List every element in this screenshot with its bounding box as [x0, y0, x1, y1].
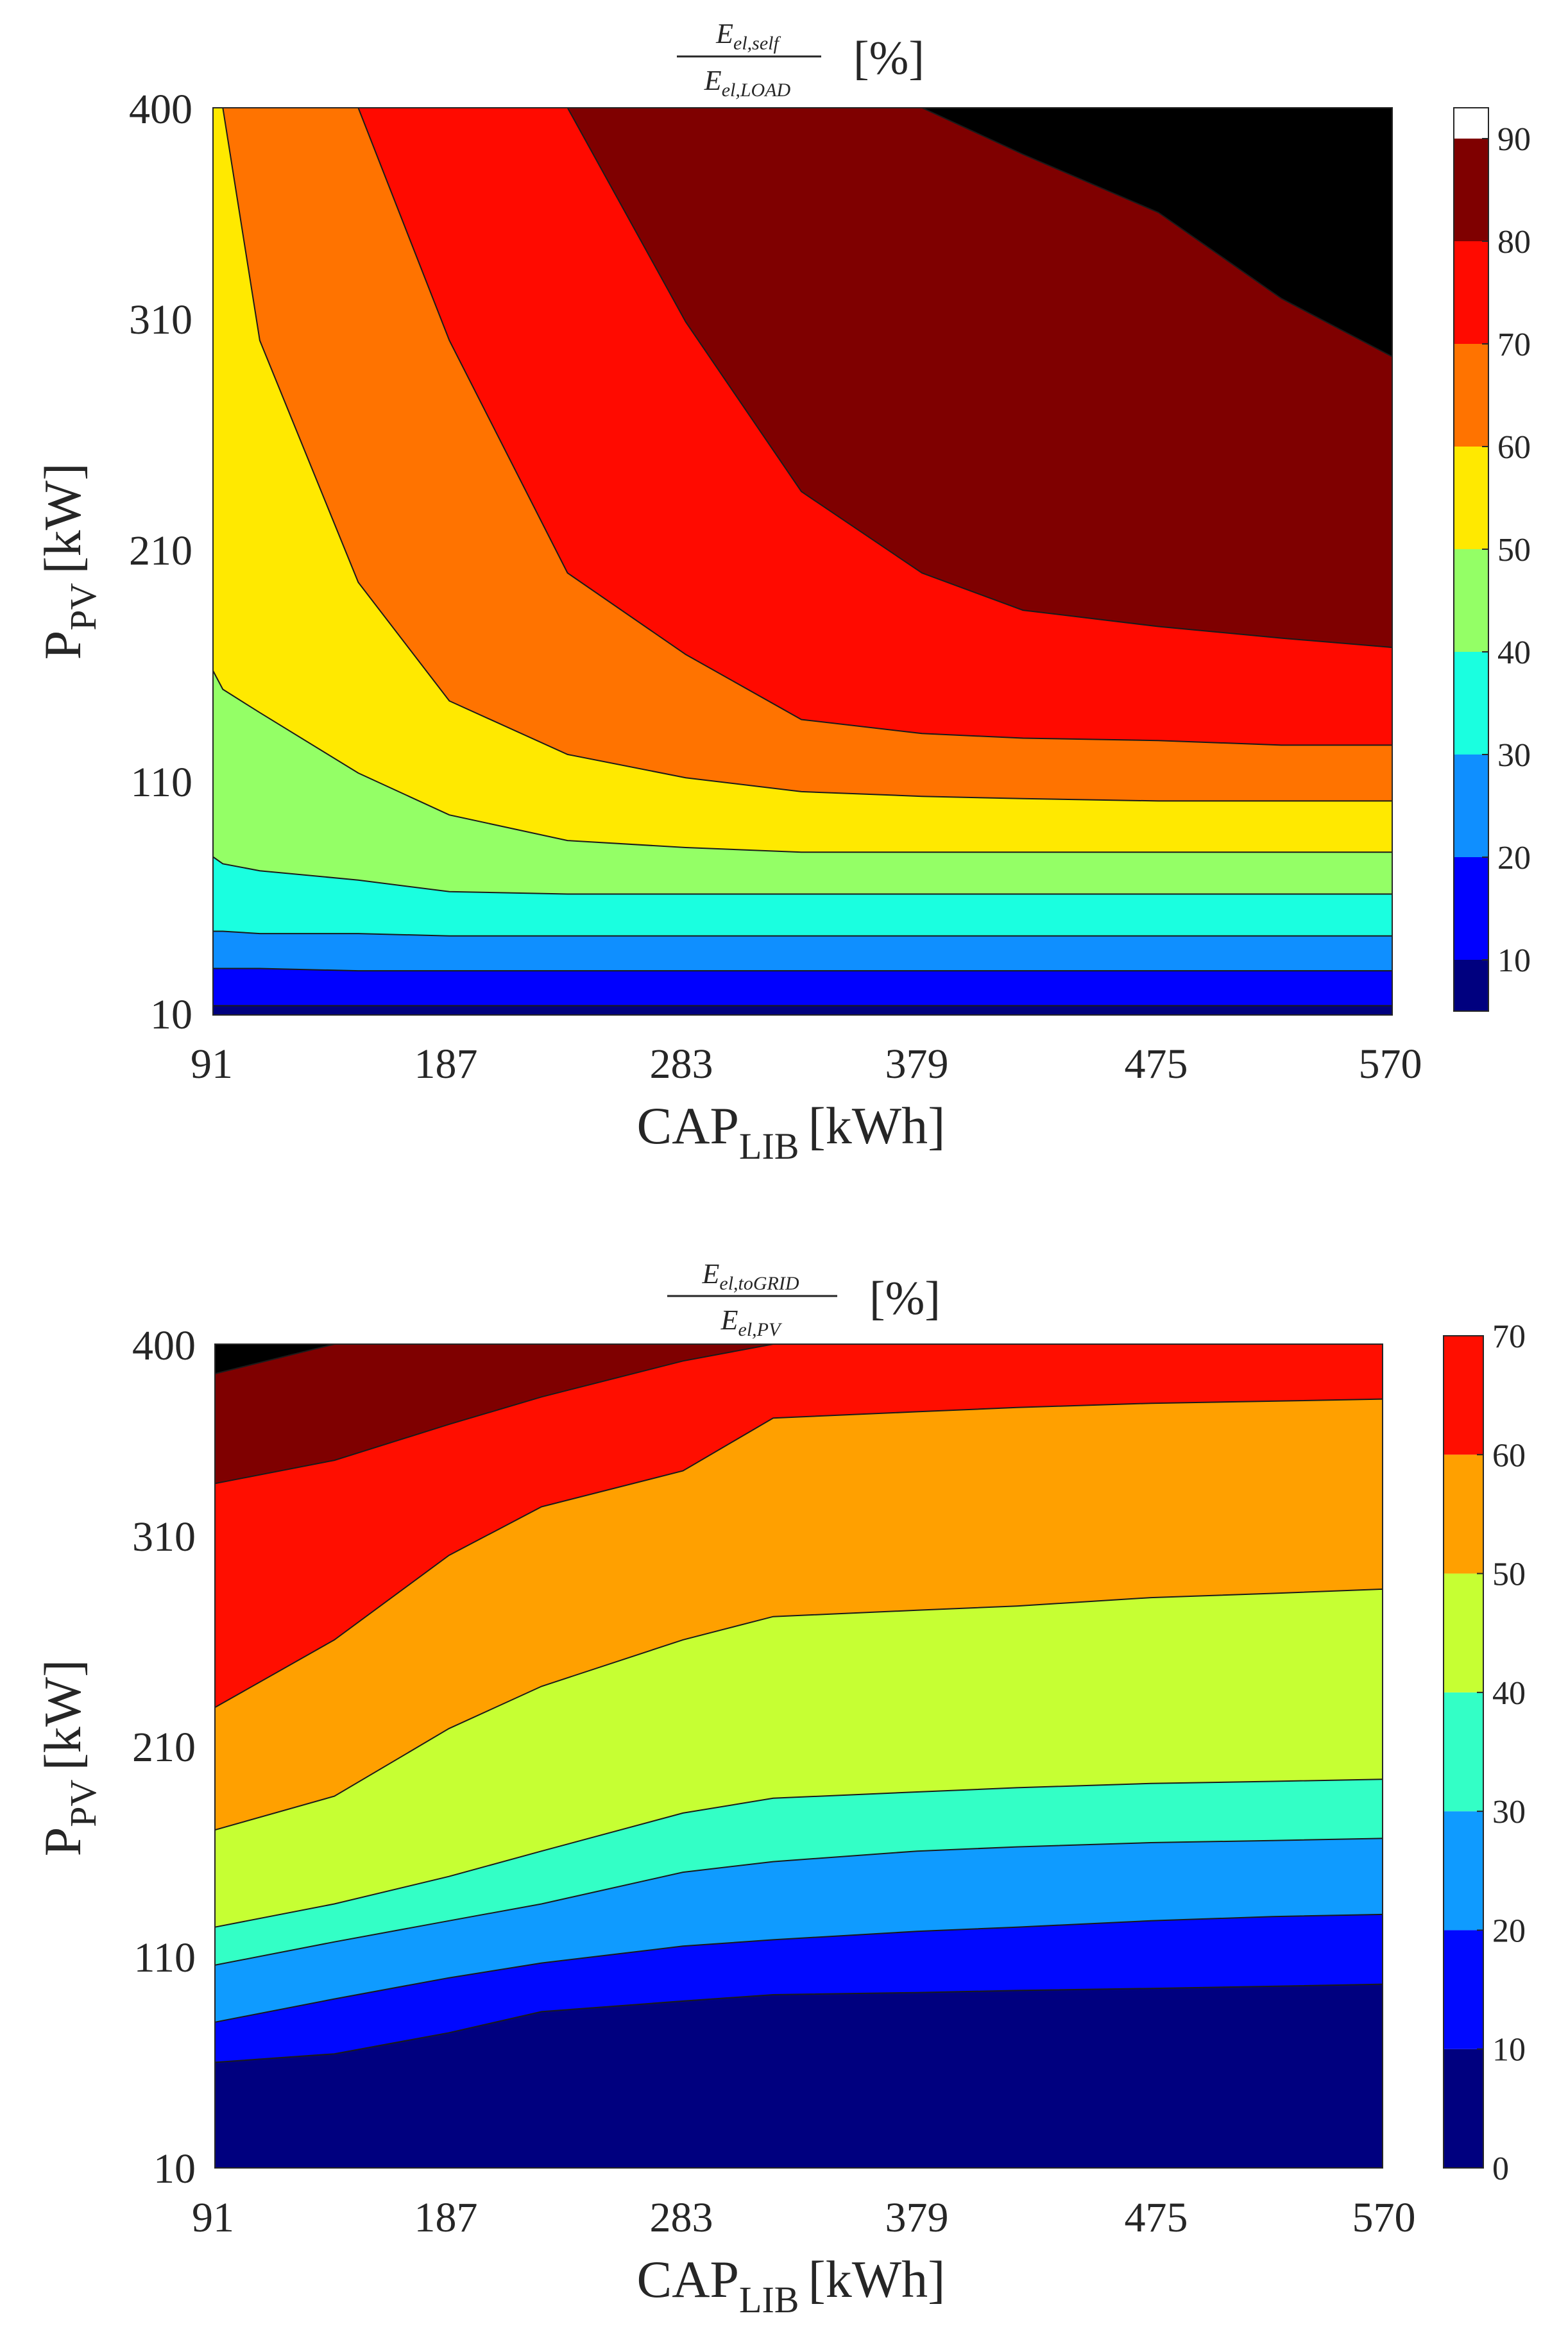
- colorbar-band: [1454, 652, 1488, 755]
- x-tick-label: 187: [414, 2194, 478, 2241]
- colorbar-band: [1454, 344, 1488, 447]
- contour-line: [212, 856, 1392, 895]
- colorbar-band: [1454, 447, 1488, 549]
- contour-line: [214, 1838, 1383, 1966]
- colorbar-tick-label: 90: [1497, 121, 1531, 158]
- title-denominator: Eel,LOAD: [704, 65, 791, 101]
- contour-line: [213, 968, 1392, 972]
- chart-title: Eel,toGRID Eel,PV [%]: [667, 1258, 941, 1340]
- colorbar-band: [1454, 241, 1488, 344]
- x-axis: 91 187 283 379 475 570 CAPLIB [kWh]: [192, 2194, 1416, 2321]
- contour-line: [213, 930, 1392, 937]
- x-tick-label: 570: [1359, 1041, 1422, 1087]
- y-axis: 10 110 210 310 400 PPV[kW]: [33, 86, 192, 1038]
- colorbar-frame: [1443, 1335, 1484, 2169]
- x-tick-label: 379: [885, 1041, 949, 1087]
- colorbar-tick-label: 0: [1492, 2151, 1509, 2187]
- colorbar-tick-label: 50: [1497, 532, 1531, 568]
- x-axis-label: CAPLIB [kWh]: [637, 1096, 946, 1167]
- plot-frame: [212, 107, 1393, 1016]
- y-axis: 10 110 210 310 400 PPV[kW]: [33, 1322, 196, 2192]
- colorbar-band: [1444, 2049, 1483, 2168]
- colorbar-frame: [1453, 107, 1489, 1012]
- plot-frame: [214, 1343, 1383, 2169]
- chart-title: Eel,self Eel,LOAD [%]: [677, 18, 925, 101]
- colorbar-tick-label: 10: [1497, 942, 1531, 979]
- colorbar-band: [1444, 1930, 1483, 2049]
- x-axis: 91 187 283 379 475 570 CAPLIB [kWh]: [191, 1041, 1422, 1167]
- colorbar-ticks: 0 10 20 30 40 50 60 70: [1477, 1318, 1526, 2187]
- title-unit: [%]: [853, 32, 925, 85]
- contour-line: [214, 1588, 1383, 1831]
- colorbar-tick-label: 30: [1497, 737, 1531, 774]
- contour-line: [212, 670, 1392, 853]
- colorbar-tick-label: 70: [1492, 1318, 1526, 1355]
- x-tick-label: 475: [1125, 1041, 1188, 1087]
- colorbar-tick-label: 20: [1492, 1913, 1526, 1949]
- colorbar-tick-label: 40: [1497, 635, 1531, 671]
- contour-line: [214, 1913, 1383, 2023]
- y-tick-label: 310: [132, 1514, 196, 1560]
- colorbar-band: [1454, 755, 1488, 857]
- panel-grid-feed-in: Eel,toGRID Eel,PV [%] 91 187 283 379 475…: [33, 1258, 1526, 2321]
- colorbar-tick-label: 60: [1497, 429, 1531, 466]
- contour-line: [213, 107, 1392, 802]
- contour-line: [214, 1983, 1383, 2063]
- contour-band: [215, 1344, 1383, 1708]
- title-numerator: Eel,toGRID: [701, 1258, 799, 1294]
- x-tick-label: 379: [885, 2194, 949, 2241]
- colorbar-band: [1454, 960, 1488, 1011]
- colorbar-tick-label: 20: [1497, 840, 1531, 876]
- colorbar-tick-label: 50: [1492, 1556, 1526, 1593]
- colorbar-tick-label: 80: [1497, 224, 1531, 260]
- colorbar-band: [1454, 857, 1488, 960]
- y-tick-label: 210: [129, 527, 192, 574]
- x-axis-label: CAPLIB [kWh]: [637, 2250, 946, 2321]
- y-tick-label: 210: [132, 1724, 196, 1771]
- colorbar-band: [1454, 139, 1488, 241]
- panel-self-consumption: Eel,self Eel,LOAD [%] 91 187 283 379 475…: [33, 18, 1531, 1167]
- contour-plot-area: [214, 1343, 1383, 2168]
- title-numerator: Eel,self: [715, 18, 781, 54]
- colorbar-tick-label: 60: [1492, 1437, 1526, 1474]
- contour-plot-area: [212, 107, 1393, 1015]
- x-tick-label: 91: [192, 2194, 234, 2241]
- x-tick-label: 91: [191, 1041, 233, 1087]
- title-unit: [%]: [869, 1272, 941, 1325]
- y-axis-label: PPV[kW]: [33, 463, 104, 660]
- colorbar-band: [1444, 1454, 1483, 1574]
- contour-line: [214, 1778, 1383, 1928]
- title-denominator: Eel,PV: [720, 1304, 783, 1340]
- y-axis-label: PPV[kW]: [33, 1660, 104, 1857]
- y-tick-label: 110: [133, 1934, 196, 1981]
- colorbar-tick-label: 70: [1497, 327, 1531, 363]
- colorbar-tick-label: 10: [1492, 2032, 1526, 2068]
- y-tick-label: 10: [150, 991, 192, 1038]
- contour-band: [213, 108, 1392, 648]
- colorbar-band: [1444, 1811, 1483, 1931]
- y-tick-label: 310: [129, 296, 192, 343]
- colorbar: [1454, 139, 1488, 1011]
- y-tick-label: 110: [130, 759, 192, 806]
- y-tick-label: 10: [153, 2145, 196, 2192]
- colorbar-tick-label: 30: [1492, 1794, 1526, 1830]
- x-tick-label: 570: [1352, 2194, 1416, 2241]
- contour-band: [213, 108, 1392, 357]
- contour-line: [214, 1398, 1383, 1709]
- colorbar: [1444, 1336, 1483, 2168]
- colorbar-band: [1444, 1336, 1483, 1455]
- colorbar-ticks: 10 20 30 40 50 60 70 80 90: [1482, 121, 1531, 979]
- colorbar-band: [1454, 549, 1488, 652]
- colorbar-tick-label: 40: [1492, 1675, 1526, 1712]
- colorbar-band: [1444, 1573, 1483, 1693]
- contour-band: [215, 1344, 1383, 1484]
- y-tick-label: 400: [129, 86, 192, 133]
- x-tick-label: 187: [414, 1041, 478, 1087]
- x-tick-label: 283: [650, 2194, 713, 2241]
- x-tick-label: 283: [650, 1041, 713, 1087]
- colorbar-band: [1444, 1692, 1483, 1812]
- y-tick-label: 400: [132, 1322, 196, 1369]
- x-tick-label: 475: [1125, 2194, 1188, 2241]
